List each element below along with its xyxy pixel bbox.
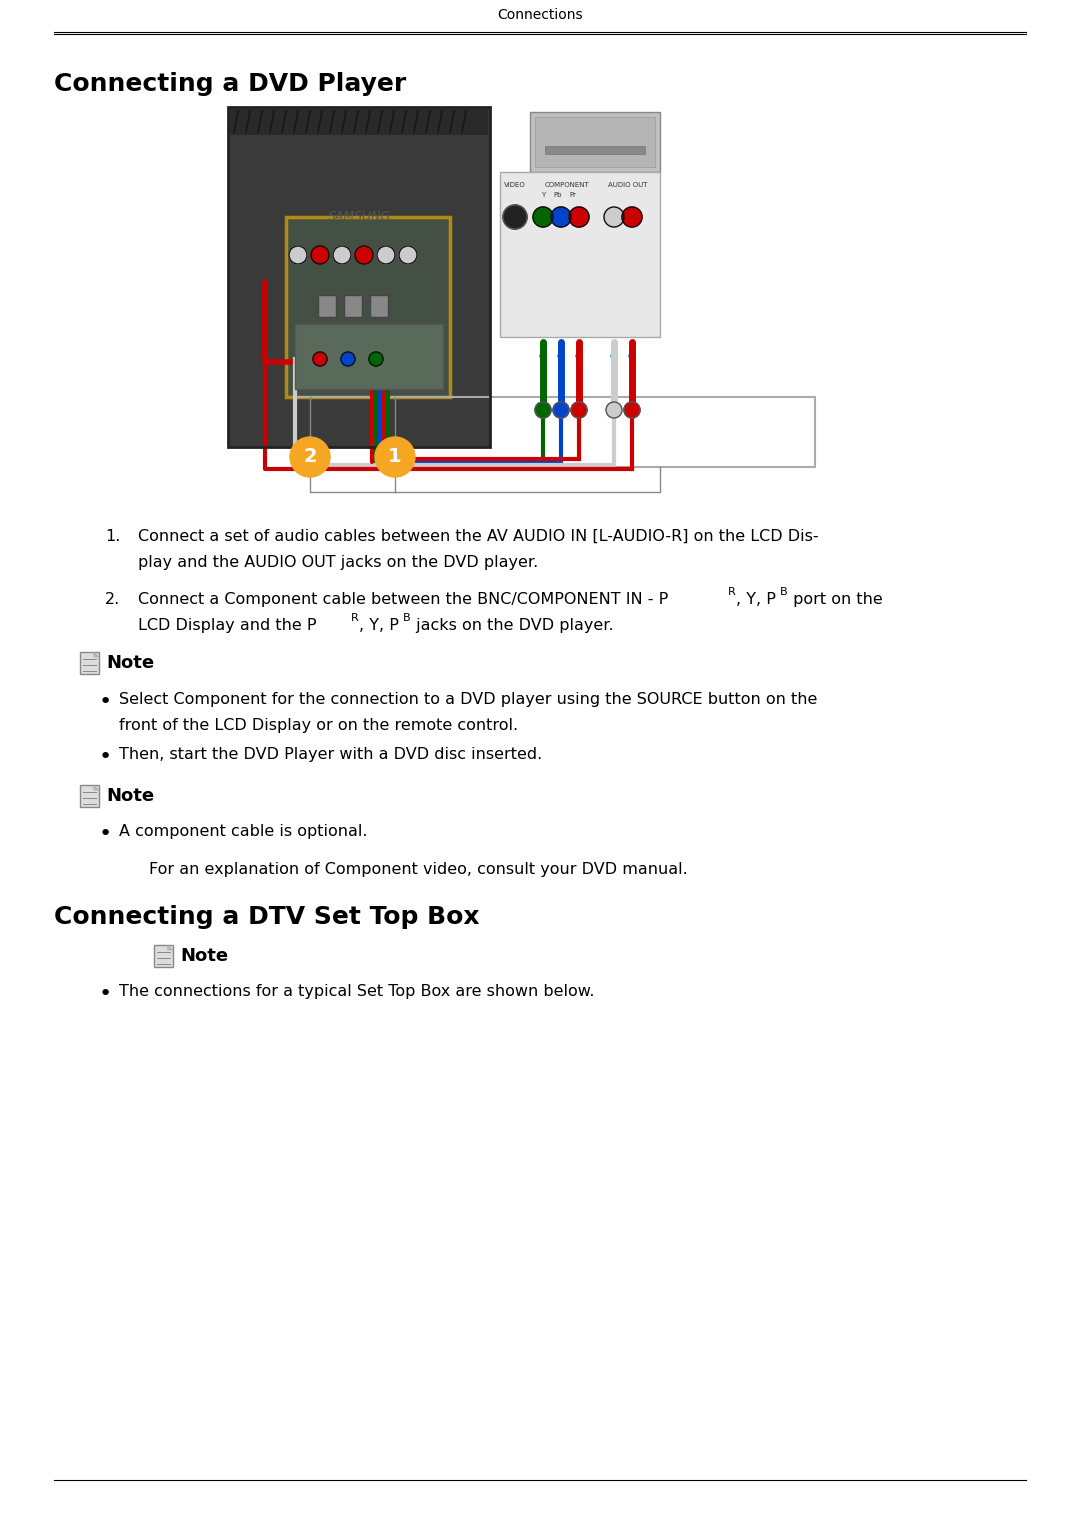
Text: Connecting a DTV Set Top Box: Connecting a DTV Set Top Box (54, 906, 480, 928)
Text: LCD Display and the P: LCD Display and the P (138, 618, 316, 634)
Text: , Y, P: , Y, P (735, 592, 775, 608)
FancyArrowPatch shape (630, 351, 635, 414)
FancyArrowPatch shape (540, 351, 545, 414)
Circle shape (375, 437, 415, 476)
Text: Note: Note (106, 786, 154, 805)
Text: B: B (403, 612, 410, 623)
Circle shape (377, 246, 395, 264)
Text: Connect a set of audio cables between the AV AUDIO IN [L-AUDIO-R] on the LCD Dis: Connect a set of audio cables between th… (138, 528, 819, 544)
Text: COMPONENT: COMPONENT (544, 182, 590, 188)
Text: •: • (99, 825, 112, 844)
Text: 1: 1 (388, 447, 402, 467)
Text: Then, start the DVD Player with a DVD disc inserted.: Then, start the DVD Player with a DVD di… (119, 747, 542, 762)
Circle shape (311, 246, 329, 264)
Text: port on the: port on the (788, 592, 882, 608)
Text: Y: Y (541, 192, 545, 199)
Text: Connecting a DVD Player: Connecting a DVD Player (54, 72, 406, 96)
Polygon shape (94, 652, 98, 657)
Circle shape (399, 246, 417, 264)
Text: B: B (780, 586, 787, 597)
Circle shape (551, 208, 571, 228)
Text: Pr: Pr (569, 192, 577, 199)
Text: Connections: Connections (497, 8, 583, 21)
Circle shape (369, 353, 383, 366)
Text: play and the AUDIO OUT jacks on the DVD player.: play and the AUDIO OUT jacks on the DVD … (138, 554, 538, 570)
Polygon shape (167, 945, 173, 950)
Text: 2: 2 (303, 447, 316, 467)
Bar (318, 295, 336, 318)
Circle shape (535, 402, 551, 418)
Text: •: • (99, 692, 112, 712)
Text: A component cable is optional.: A component cable is optional. (119, 825, 367, 838)
Bar (228, 107, 490, 447)
Circle shape (341, 353, 355, 366)
Bar (154, 945, 173, 967)
Text: AUDIO OUT: AUDIO OUT (608, 182, 648, 188)
Bar (500, 173, 660, 337)
Text: VIDEO: VIDEO (504, 182, 526, 188)
Circle shape (604, 208, 624, 228)
Text: Select Component for the connection to a DVD player using the SOURCE button on t: Select Component for the connection to a… (119, 692, 818, 707)
Circle shape (624, 402, 640, 418)
Bar (286, 217, 450, 397)
FancyArrowPatch shape (611, 351, 617, 414)
Text: , Y, P: , Y, P (359, 618, 399, 634)
Text: For an explanation of Component video, consult your DVD manual.: For an explanation of Component video, c… (149, 863, 688, 876)
Text: R: R (351, 612, 359, 623)
Text: SAMSUNG: SAMSUNG (327, 211, 391, 223)
Text: Note: Note (106, 654, 154, 672)
Bar (345, 295, 362, 318)
Bar (530, 111, 660, 173)
Bar (545, 147, 645, 154)
Text: front of the LCD Display or on the remote control.: front of the LCD Display or on the remot… (119, 718, 518, 733)
Bar (228, 107, 490, 447)
Polygon shape (94, 785, 98, 789)
Circle shape (606, 402, 622, 418)
FancyArrowPatch shape (577, 351, 582, 414)
Text: •: • (99, 747, 112, 767)
Circle shape (534, 208, 553, 228)
Circle shape (333, 246, 351, 264)
Text: jacks on the DVD player.: jacks on the DVD player. (411, 618, 613, 634)
Circle shape (313, 353, 327, 366)
Bar (230, 108, 488, 134)
Circle shape (503, 205, 527, 229)
Text: R: R (728, 586, 735, 597)
FancyArrowPatch shape (558, 351, 564, 414)
Text: Connect a Component cable between the BNC/COMPONENT IN - P: Connect a Component cable between the BN… (138, 592, 669, 608)
Text: 2.: 2. (105, 592, 120, 608)
Text: Pb: Pb (554, 192, 563, 199)
Circle shape (553, 402, 569, 418)
Text: 1.: 1. (105, 528, 120, 544)
Circle shape (291, 437, 330, 476)
Bar (295, 324, 443, 389)
Text: Note: Note (180, 947, 228, 965)
Circle shape (569, 208, 589, 228)
Text: The connections for a typical Set Top Box are shown below.: The connections for a typical Set Top Bo… (119, 983, 594, 999)
Circle shape (622, 208, 642, 228)
Circle shape (289, 246, 307, 264)
Bar (80, 785, 98, 806)
Bar (370, 295, 388, 318)
Bar (535, 118, 654, 166)
Circle shape (571, 402, 588, 418)
Circle shape (355, 246, 373, 264)
Bar (80, 652, 98, 673)
Bar (295, 397, 815, 467)
Text: •: • (99, 983, 112, 1003)
